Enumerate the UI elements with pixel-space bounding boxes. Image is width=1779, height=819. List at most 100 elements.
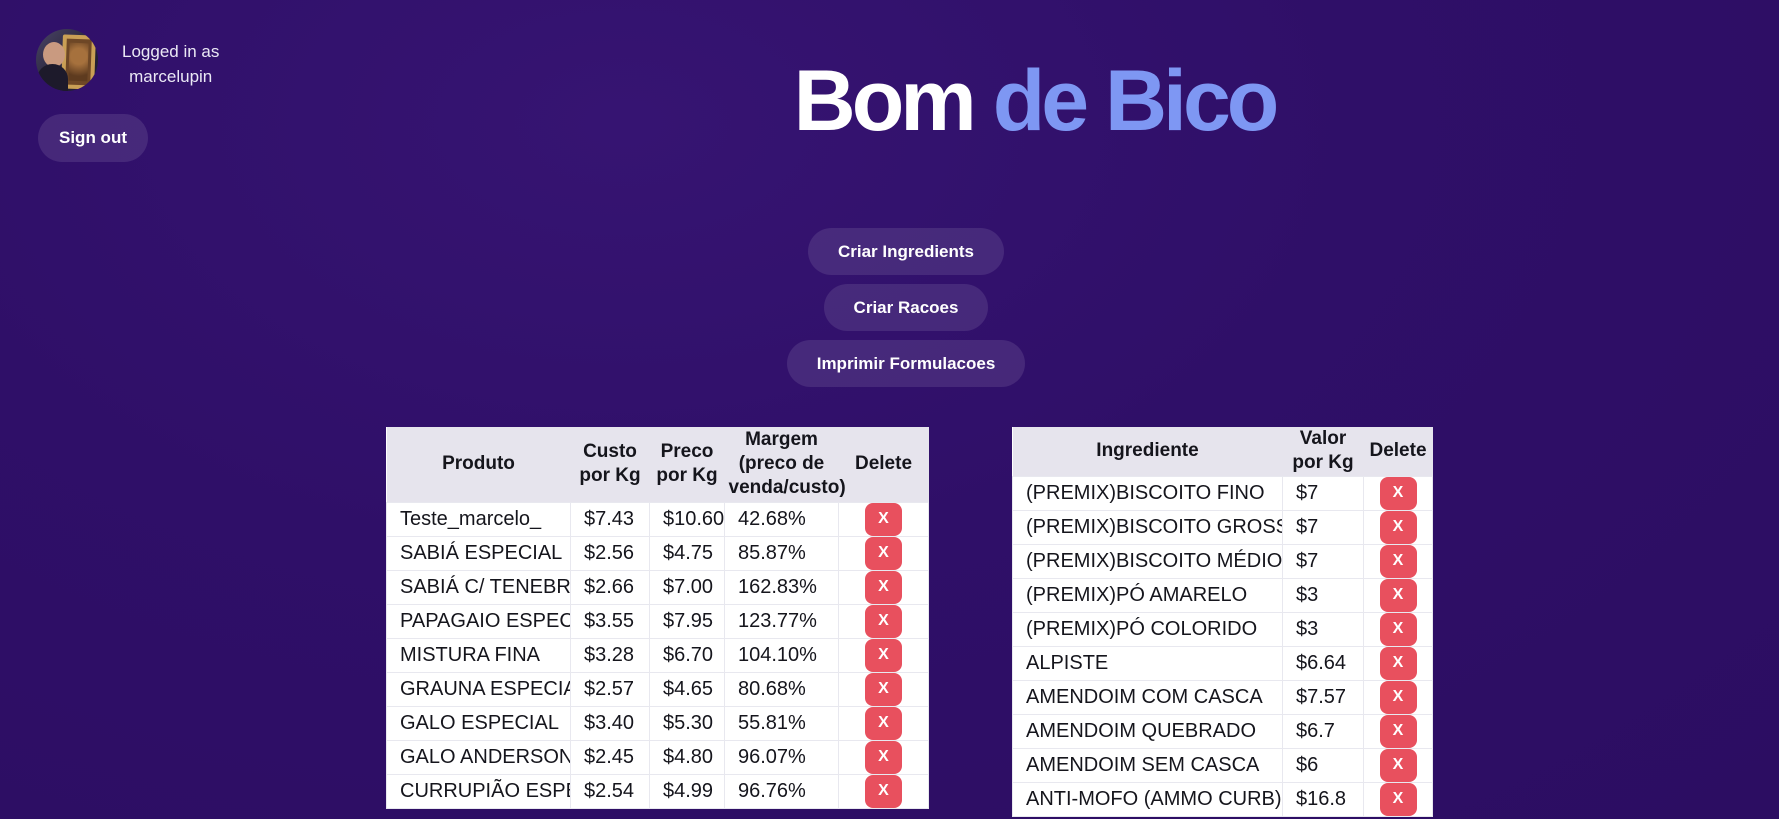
products-table: Produto Custo por Kg Preco por Kg Margem… xyxy=(386,427,929,809)
delete-button[interactable]: X xyxy=(1379,681,1417,713)
delete-button[interactable]: X xyxy=(1379,579,1417,611)
product-name-cell: CURRUPIÃO ESPECIAL xyxy=(386,773,571,809)
ingredient-delete-cell: X xyxy=(1363,543,1433,579)
col-header-valor: Valor por Kg xyxy=(1282,427,1364,476)
ingredient-name-cell: (PREMIX)PÓ COLORIDO xyxy=(1012,611,1283,647)
table-row: ANTI-MOFO (AMMO CURB) $16.8 X xyxy=(1012,781,1433,817)
product-custo-cell: $2.45 xyxy=(570,739,650,775)
products-table-body: Teste_marcelo_ $7.43 $10.60 42.68% X SAB… xyxy=(386,501,929,809)
col-header-ingrediente: Ingrediente xyxy=(1012,427,1283,476)
delete-button[interactable]: X xyxy=(1379,647,1417,679)
table-row: Teste_marcelo_ $7.43 $10.60 42.68% X xyxy=(386,501,929,537)
delete-button[interactable]: X xyxy=(1379,783,1417,815)
delete-button[interactable]: X xyxy=(865,707,902,739)
ingredient-name-cell: AMENDOIM QUEBRADO xyxy=(1012,713,1283,749)
table-row: (PREMIX)BISCOITO GROSSO $7 X xyxy=(1012,509,1433,545)
table-row: PAPAGAIO ESPECIAL $3.55 $7.95 123.77% X xyxy=(386,603,929,639)
imprimir-formulacoes-button[interactable]: Imprimir Formulacoes xyxy=(786,340,1026,387)
product-custo-cell: $2.57 xyxy=(570,671,650,707)
ingredients-table: Ingrediente Valor por Kg Delete (PREMIX)… xyxy=(1012,427,1433,817)
table-row: GALO ANDERSON $2.45 $4.80 96.07% X xyxy=(386,739,929,775)
product-delete-cell: X xyxy=(838,671,929,707)
product-delete-cell: X xyxy=(838,773,929,809)
table-row: CURRUPIÃO ESPECIAL $2.54 $4.99 96.76% X xyxy=(386,773,929,809)
logged-in-line1: Logged in as xyxy=(122,42,220,61)
criar-racoes-button[interactable]: Criar Racoes xyxy=(823,284,989,331)
ingredient-delete-cell: X xyxy=(1363,475,1433,511)
delete-button[interactable]: X xyxy=(1379,613,1417,645)
delete-button[interactable]: X xyxy=(1379,715,1417,747)
logged-in-text: Logged in as marcelupin xyxy=(122,29,219,91)
ingredient-name-cell: ANTI-MOFO (AMMO CURB) xyxy=(1012,781,1283,817)
delete-button[interactable]: X xyxy=(865,639,902,671)
product-preco-cell: $4.99 xyxy=(649,773,725,809)
delete-button[interactable]: X xyxy=(865,673,902,705)
delete-button[interactable]: X xyxy=(1379,511,1417,543)
ingredient-delete-cell: X xyxy=(1363,747,1433,783)
product-preco-cell: $4.80 xyxy=(649,739,725,775)
table-row: AMENDOIM SEM CASCA $6 X xyxy=(1012,747,1433,783)
ingredients-table-body: (PREMIX)BISCOITO FINO $7 X (PREMIX)BISCO… xyxy=(1012,475,1433,817)
table-row: ALPISTE $6.64 X xyxy=(1012,645,1433,681)
table-row: GRAUNA ESPECIAL $2.57 $4.65 80.68% X xyxy=(386,671,929,707)
product-custo-cell: $2.56 xyxy=(570,535,650,571)
ingredient-delete-cell: X xyxy=(1363,509,1433,545)
ingredient-valor-cell: $6.64 xyxy=(1282,645,1364,681)
product-margem-cell: 85.87% xyxy=(724,535,839,571)
table-row: SABIÁ C/ TENEBRIO $2.66 $7.00 162.83% X xyxy=(386,569,929,605)
col-header-custo: Custo por Kg xyxy=(570,427,650,502)
ingredient-name-cell: AMENDOIM SEM CASCA xyxy=(1012,747,1283,783)
delete-button[interactable]: X xyxy=(865,571,902,603)
table-row: SABIÁ ESPECIAL $2.56 $4.75 85.87% X xyxy=(386,535,929,571)
ingredient-valor-cell: $3 xyxy=(1282,611,1364,647)
ingredient-name-cell: ALPISTE xyxy=(1012,645,1283,681)
col-header-margem: Margem (preco de venda/custo) xyxy=(724,427,846,502)
ingredient-valor-cell: $7 xyxy=(1282,543,1364,579)
product-margem-cell: 55.81% xyxy=(724,705,839,741)
product-custo-cell: $7.43 xyxy=(570,501,650,537)
ingredient-name-cell: (PREMIX)BISCOITO FINO xyxy=(1012,475,1283,511)
delete-button[interactable]: X xyxy=(865,537,902,569)
ingredient-valor-cell: $6 xyxy=(1282,747,1364,783)
product-delete-cell: X xyxy=(838,569,929,605)
ingredient-valor-cell: $7.57 xyxy=(1282,679,1364,715)
product-preco-cell: $6.70 xyxy=(649,637,725,673)
ingredient-name-cell: AMENDOIM COM CASCA xyxy=(1012,679,1283,715)
product-delete-cell: X xyxy=(838,637,929,673)
product-margem-cell: 104.10% xyxy=(724,637,839,673)
title-part-white: Bom xyxy=(793,53,977,149)
delete-button[interactable]: X xyxy=(865,775,902,807)
delete-button[interactable]: X xyxy=(865,741,902,773)
table-row: (PREMIX)PÓ AMARELO $3 X xyxy=(1012,577,1433,613)
logged-in-username: marcelupin xyxy=(129,67,213,86)
ingredient-name-cell: (PREMIX)BISCOITO MÉDIO xyxy=(1012,543,1283,579)
user-block: Logged in as marcelupin xyxy=(36,29,219,91)
product-name-cell: GRAUNA ESPECIAL xyxy=(386,671,571,707)
ingredients-table-header: Ingrediente Valor por Kg Delete xyxy=(1012,427,1433,476)
delete-button[interactable]: X xyxy=(865,605,902,637)
ingredient-valor-cell: $7 xyxy=(1282,475,1364,511)
sign-out-button[interactable]: Sign out xyxy=(38,114,148,162)
product-delete-cell: X xyxy=(838,535,929,571)
product-name-cell: MISTURA FINA xyxy=(386,637,571,673)
delete-button[interactable]: X xyxy=(865,503,902,535)
delete-button[interactable]: X xyxy=(1379,545,1417,577)
product-margem-cell: 96.07% xyxy=(724,739,839,775)
product-custo-cell: $2.66 xyxy=(570,569,650,605)
col-header-preco: Preco por Kg xyxy=(649,427,725,502)
product-preco-cell: $4.75 xyxy=(649,535,725,571)
product-preco-cell: $10.60 xyxy=(649,501,725,537)
product-name-cell: GALO ANDERSON xyxy=(386,739,571,775)
product-name-cell: Teste_marcelo_ xyxy=(386,501,571,537)
ingredient-delete-cell: X xyxy=(1363,713,1433,749)
product-delete-cell: X xyxy=(838,603,929,639)
criar-ingredients-button[interactable]: Criar Ingredients xyxy=(807,228,1005,275)
ingredient-delete-cell: X xyxy=(1363,577,1433,613)
delete-button[interactable]: X xyxy=(1379,477,1417,509)
delete-button[interactable]: X xyxy=(1379,749,1417,781)
avatar-painting-figure xyxy=(68,42,89,82)
product-preco-cell: $4.65 xyxy=(649,671,725,707)
ingredient-delete-cell: X xyxy=(1363,611,1433,647)
table-row: AMENDOIM QUEBRADO $6.7 X xyxy=(1012,713,1433,749)
